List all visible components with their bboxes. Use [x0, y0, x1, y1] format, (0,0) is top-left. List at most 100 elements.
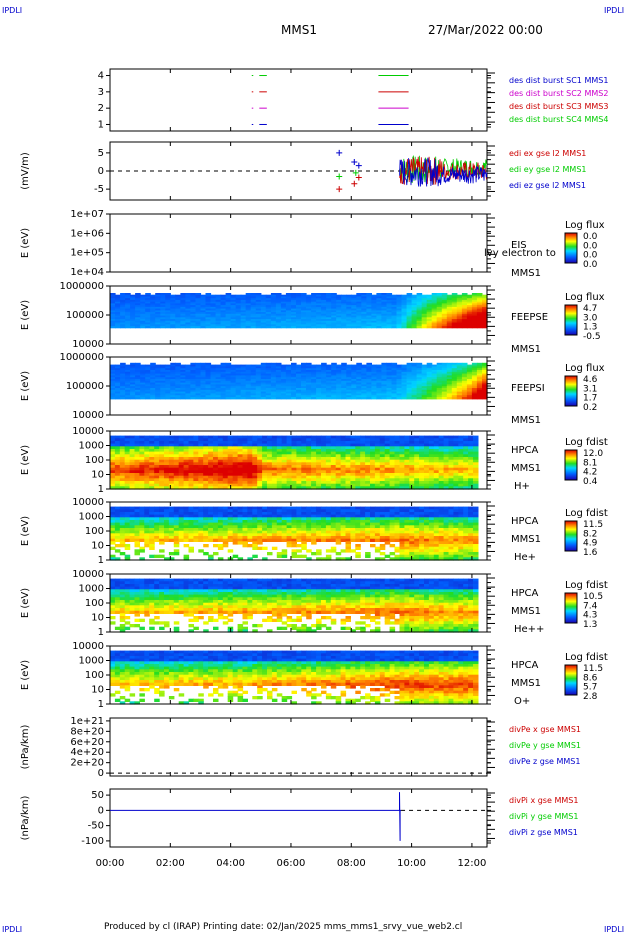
- cell: [155, 326, 161, 328]
- cell: [311, 326, 317, 328]
- colorbar-tick: 0.4: [583, 477, 598, 487]
- cell: [120, 397, 126, 399]
- cell: [135, 397, 141, 399]
- cell: [407, 326, 413, 328]
- ytick-label: 1000000: [59, 281, 104, 292]
- cell: [402, 397, 408, 399]
- datetime-title: 27/Mar/2022 00:00: [428, 23, 543, 37]
- cell: [412, 326, 418, 328]
- ytick-label: 1e+06: [70, 228, 104, 239]
- cell: [261, 397, 267, 399]
- cell: [206, 326, 212, 328]
- cell: [341, 397, 347, 399]
- cell: [246, 326, 252, 328]
- cell: [125, 326, 131, 328]
- cell: [341, 326, 347, 328]
- cell: [115, 397, 121, 399]
- cell: [120, 544, 126, 547]
- y-axis-label: E (eV): [20, 300, 31, 330]
- cell: [392, 326, 398, 328]
- cell: [216, 326, 222, 328]
- cell: [376, 397, 382, 399]
- cell: [135, 552, 141, 555]
- cell: [402, 326, 408, 328]
- cell: [130, 539, 136, 542]
- colorbar-title: Log flux: [565, 220, 605, 231]
- cell: [306, 397, 312, 399]
- cell: [462, 397, 468, 399]
- cell: [115, 544, 121, 547]
- cell: [417, 397, 423, 399]
- legend-entry: edi ez gse l2 MMS1: [509, 181, 586, 190]
- cell: [361, 397, 367, 399]
- cell: [180, 397, 186, 399]
- ytick-label: 3: [98, 87, 104, 98]
- ytick-label: 100000: [66, 310, 104, 321]
- cell: [326, 397, 332, 399]
- panel-label: FEEPSI: [511, 383, 545, 394]
- cell: [301, 397, 307, 399]
- cell: [115, 539, 121, 542]
- cell: [407, 397, 413, 399]
- cell: [206, 397, 212, 399]
- ytick-label: 1e+04: [70, 267, 104, 278]
- cell: [174, 552, 180, 555]
- ytick-label: 1e+05: [70, 248, 104, 259]
- cell: [130, 326, 136, 328]
- cell: [203, 544, 209, 547]
- spacecraft-title: MMS1: [281, 23, 317, 37]
- cell: [165, 326, 171, 328]
- cell: [190, 326, 196, 328]
- cell: [256, 397, 262, 399]
- cell: [432, 397, 438, 399]
- data-point: [336, 186, 342, 192]
- cell: [231, 397, 237, 399]
- cell: [164, 539, 170, 542]
- cell: [196, 397, 202, 399]
- cell: [392, 397, 398, 399]
- cell: [462, 326, 468, 328]
- cell: [241, 326, 247, 328]
- colorbar: [565, 450, 577, 480]
- cell: [169, 539, 175, 542]
- cell: [189, 539, 195, 542]
- cell: [180, 326, 186, 328]
- cell: [184, 544, 190, 547]
- corner-label-tl: IPDLI: [2, 6, 22, 15]
- data-point: [356, 163, 362, 169]
- cell: [371, 326, 377, 328]
- cell: [381, 397, 387, 399]
- cell: [306, 326, 312, 328]
- cell: [427, 326, 433, 328]
- cell: [145, 326, 151, 328]
- cell: [452, 397, 458, 399]
- cell: [149, 547, 155, 550]
- cell: [211, 326, 217, 328]
- panel-label: H+: [514, 481, 530, 492]
- cell: [366, 397, 372, 399]
- cell: [140, 326, 146, 328]
- cell: [356, 397, 362, 399]
- data-point: [336, 150, 342, 156]
- cell: [201, 326, 207, 328]
- cell: [115, 549, 121, 552]
- colorbar: [565, 233, 577, 263]
- cell: [170, 397, 176, 399]
- cell: [286, 326, 292, 328]
- data-point: [351, 181, 357, 187]
- cell: [467, 326, 473, 328]
- cell: [397, 397, 403, 399]
- panel-label: MMS1: [511, 268, 541, 279]
- cell: [189, 549, 195, 552]
- cell: [291, 326, 297, 328]
- cell: [208, 539, 214, 542]
- cell: [165, 397, 171, 399]
- cell: [271, 326, 277, 328]
- legend-entry: des dist burst SC3 MMS3: [509, 102, 608, 111]
- cell: [271, 397, 277, 399]
- cell: [321, 397, 327, 399]
